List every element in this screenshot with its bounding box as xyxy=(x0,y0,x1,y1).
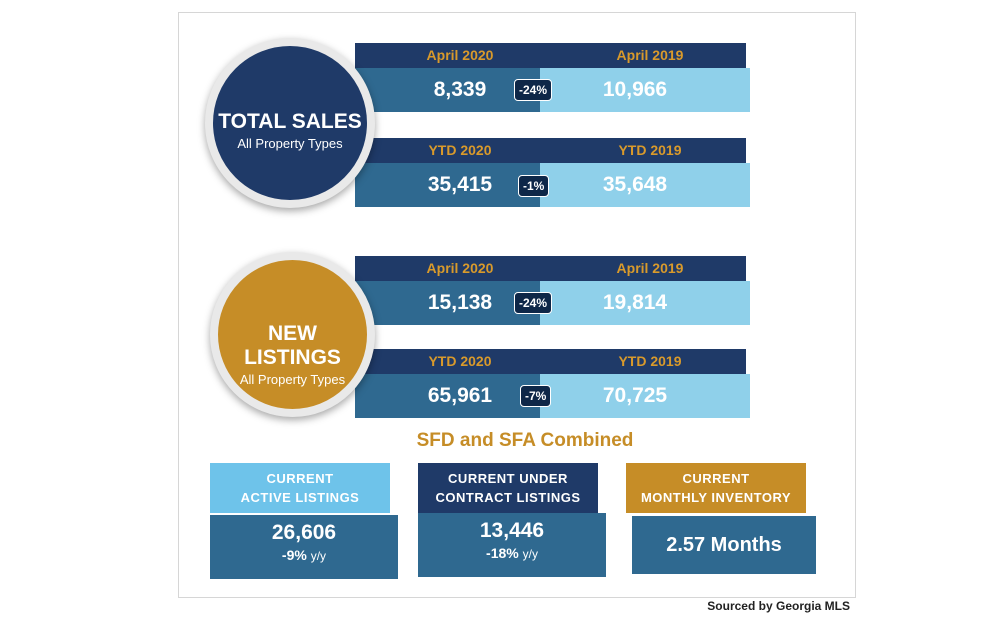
new-listings-ytd-right-label: YTD 2019 xyxy=(618,353,682,369)
under-contract-line1: CURRENT UNDER xyxy=(448,471,568,486)
total-sales-month-left-value: 8,339 xyxy=(433,78,487,101)
new-listings-month-values: 15,138 19,814 xyxy=(355,281,750,325)
total-sales-title: TOTAL SALES xyxy=(218,110,362,133)
new-listings-ytd-change-badge: -7% xyxy=(520,385,552,407)
new-listings-title: NEW LISTINGS xyxy=(244,322,341,369)
total-sales-subtitle: All Property Types xyxy=(237,136,343,151)
under-contract-change-value: -18% xyxy=(486,545,519,561)
new-listings-month-header: April 2020 April 2019 xyxy=(355,256,746,281)
active-listings-change-unit: y/y xyxy=(310,549,327,563)
inventory-value: 2.57 Months xyxy=(666,534,782,556)
active-listings-line1: CURRENT xyxy=(266,471,334,486)
under-contract-line2: CONTRACT LISTINGS xyxy=(435,490,581,505)
total-sales-month-right-panel: 10,966 xyxy=(540,68,750,112)
total-sales-month-values: 8,339 10,966 xyxy=(355,68,750,112)
new-listings-subtitle: All Property Types xyxy=(239,372,346,387)
new-listings-month-right-value: 19,814 xyxy=(602,291,668,314)
total-sales-ytd-change-badge: -1% xyxy=(518,175,550,197)
source-note: Sourced by Georgia MLS xyxy=(707,599,850,613)
total-sales-ytd-left-label: YTD 2020 xyxy=(428,142,492,158)
inventory-card-header: CURRENT MONTHLY INVENTORY xyxy=(626,463,806,513)
active-listings-change-value: -9% xyxy=(281,547,307,563)
new-listings-month-right-label: April 2019 xyxy=(616,260,684,276)
total-sales-ytd-header: YTD 2020 YTD 2019 xyxy=(355,138,746,163)
total-sales-ytd-right-value: 35,648 xyxy=(602,173,668,196)
total-sales-month-header: April 2020 April 2019 xyxy=(355,43,746,68)
new-listings-ytd-values: 65,961 70,725 xyxy=(355,374,750,418)
active-listings-change: -9% y/y xyxy=(210,547,398,563)
under-contract-value: 13,446 xyxy=(479,519,545,542)
new-listings-ytd-right-panel: 70,725 xyxy=(540,374,750,418)
under-contract-change-unit: y/y xyxy=(522,547,538,561)
under-contract-change: -18% y/y xyxy=(418,545,606,561)
inventory-line1: CURRENT xyxy=(682,471,750,486)
under-contract-card-header: CURRENT UNDER CONTRACT LISTINGS xyxy=(418,463,598,513)
under-contract-card-value: 13,446 -18% y/y xyxy=(418,513,606,577)
new-listings-ytd-header: YTD 2020 YTD 2019 xyxy=(355,349,746,374)
active-listings-card-value: 26,606 -9% y/y xyxy=(210,515,398,579)
new-listings-month-left-label: April 2020 xyxy=(426,260,494,276)
total-sales-month-right-value: 10,966 xyxy=(602,78,668,101)
total-sales-ytd-left-value: 35,415 xyxy=(427,173,493,196)
inventory-card-value: 2.57 Months xyxy=(632,516,816,574)
new-listings-ytd-left-label: YTD 2020 xyxy=(428,353,492,369)
new-listings-circle: NEW LISTINGS All Property Types xyxy=(210,252,375,417)
new-listings-month-left-value: 15,138 xyxy=(427,291,493,314)
active-listings-value: 26,606 xyxy=(271,521,337,544)
new-listings-ytd-right-value: 70,725 xyxy=(602,384,668,407)
total-sales-month-left-label: April 2020 xyxy=(426,47,494,63)
total-sales-ytd-values: 35,415 35,648 xyxy=(355,163,750,207)
total-sales-ytd-right-panel: 35,648 xyxy=(540,163,750,207)
new-listings-month-right-panel: 19,814 xyxy=(540,281,750,325)
active-listings-line2: ACTIVE LISTINGS xyxy=(240,490,360,505)
total-sales-ytd-right-label: YTD 2019 xyxy=(618,142,682,158)
total-sales-circle: TOTAL SALES All Property Types xyxy=(205,38,375,208)
inventory-line2: MONTHLY INVENTORY xyxy=(640,490,792,505)
active-listings-card-header: CURRENT ACTIVE LISTINGS xyxy=(210,463,390,513)
total-sales-month-right-label: April 2019 xyxy=(616,47,684,63)
total-sales-month-change-badge: -24% xyxy=(514,79,553,101)
section-title: SFD and SFA Combined xyxy=(416,430,634,451)
new-listings-month-change-badge: -24% xyxy=(514,292,553,314)
new-listings-ytd-left-value: 65,961 xyxy=(427,384,493,407)
